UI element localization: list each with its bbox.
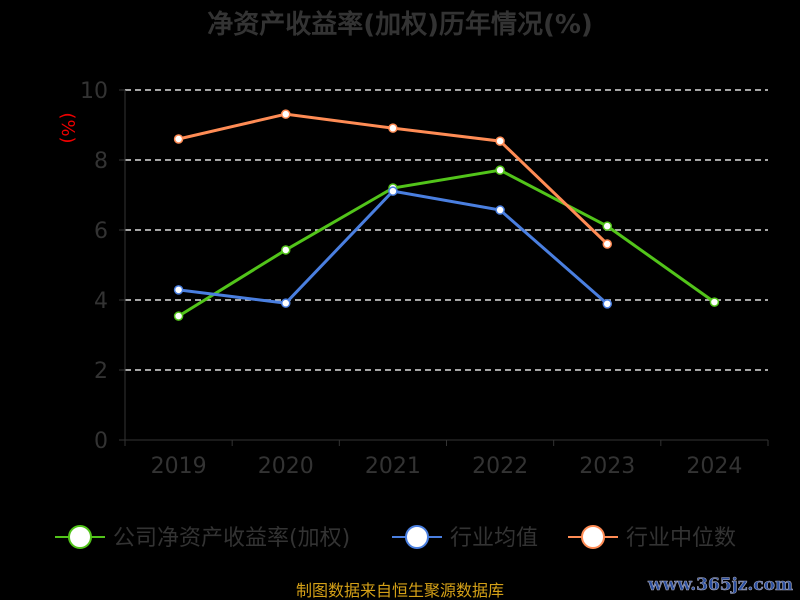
legend-label: 行业均值 (450, 526, 538, 551)
data-point (709, 297, 720, 307)
y-tick-label: 8 (94, 149, 108, 174)
data-point (602, 299, 612, 309)
y-tick-label: 10 (80, 79, 108, 104)
y-axis-label: (%) (57, 112, 78, 143)
series-line-1 (178, 189, 609, 305)
watermark: www.365jz.com (647, 575, 793, 595)
chart-title: 净资产收益率(加权)历年情况(%) (207, 9, 593, 40)
data-point (281, 298, 291, 308)
data-point (173, 134, 184, 144)
data-point (388, 186, 398, 196)
data-point (281, 245, 291, 255)
data-point (495, 205, 505, 215)
data-point (602, 221, 612, 231)
x-tick-label: 2024 (686, 454, 742, 479)
data-point (602, 239, 612, 249)
series-line-2 (178, 112, 609, 246)
x-tick-label: 2020 (258, 454, 314, 479)
x-tick-label: 2019 (151, 454, 207, 479)
legend-marker (405, 525, 429, 549)
x-tick-label: 2023 (579, 454, 635, 479)
y-tick-label: 0 (94, 429, 108, 454)
legend-marker (581, 525, 605, 549)
legend-label: 行业中位数 (626, 526, 736, 551)
data-point (388, 123, 398, 133)
x-tick-label: 2021 (365, 454, 421, 479)
legend-marker (68, 525, 92, 549)
source-note: 制图数据来自恒生聚源数据库 (296, 581, 504, 600)
data-point (173, 311, 184, 321)
y-tick-label: 6 (94, 219, 108, 244)
series-line-0 (177, 168, 716, 318)
data-point (173, 285, 184, 295)
data-point (495, 136, 505, 146)
y-tick-label: 4 (94, 289, 108, 314)
data-point (281, 109, 291, 119)
y-tick-label: 2 (94, 359, 108, 384)
x-tick-label: 2022 (472, 454, 528, 479)
legend-label: 公司净资产收益率(加权) (113, 526, 350, 551)
data-point (495, 165, 505, 175)
